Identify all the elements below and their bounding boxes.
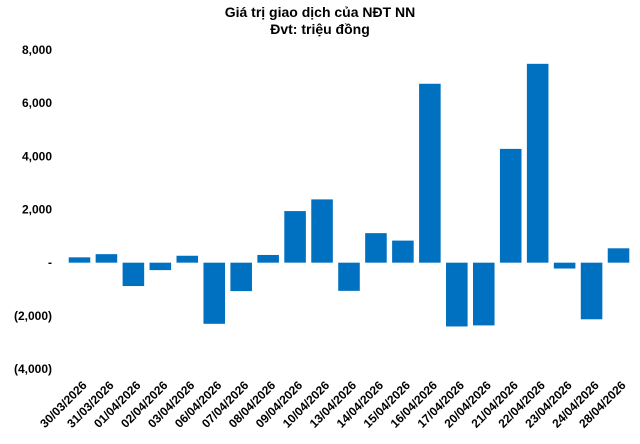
y-tick-label: (4,000) [14, 362, 52, 376]
bar [580, 262, 603, 320]
chart-subtitle: Đvt: triệu đồng [270, 21, 370, 37]
bar [284, 211, 306, 263]
y-tick-label: 8,000 [22, 43, 52, 57]
y-tick-label: 6,000 [22, 96, 52, 110]
bar [68, 257, 91, 263]
bar [392, 240, 414, 263]
bar [203, 262, 226, 324]
bar [95, 254, 118, 263]
y-tick-label: - [48, 256, 52, 270]
bar [499, 148, 522, 263]
y-tick-label: 2,000 [22, 203, 52, 217]
chart-title-block: Giá trị giao dịch của NĐT NN Đvt: triệu … [0, 4, 640, 38]
bar [257, 254, 279, 263]
bar [607, 248, 630, 263]
chart-title: Giá trị giao dịch của NĐT NN [224, 4, 416, 20]
bar [365, 233, 387, 263]
y-tick-label: (2,000) [14, 309, 52, 323]
bar [472, 262, 495, 326]
y-axis: 8,000 6,000 4,000 2,000 - (2,000) (4,000) [14, 43, 52, 376]
bar [230, 262, 252, 292]
y-tick-label: 4,000 [22, 149, 52, 163]
bar [311, 199, 333, 263]
bars [68, 63, 630, 327]
bar [446, 262, 468, 327]
x-axis: 30/03/202631/03/202601/04/202602/04/2026… [37, 378, 629, 431]
bar [553, 262, 576, 269]
bar [122, 262, 145, 287]
bar [419, 83, 441, 263]
bar [526, 63, 549, 263]
bar [149, 262, 172, 271]
bar [176, 255, 199, 263]
bar [338, 262, 360, 291]
